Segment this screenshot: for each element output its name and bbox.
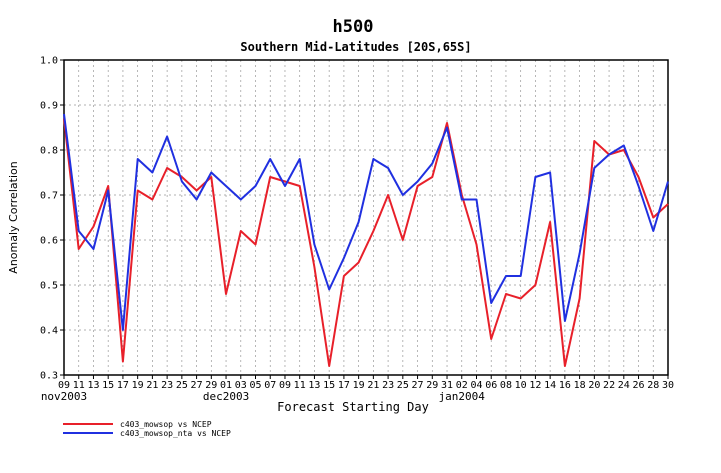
legend-label: c403_mowsop vs NCEP [120,420,212,429]
month-label: jan2004 [439,390,486,403]
x-tick-label: 29 [205,380,217,391]
y-axis-label: Anomaly Correlation [7,161,20,273]
y-axis-ticks: 0.3 0.4 0.5 0.6 0.7 0.8 0.9 1.0 [40,56,64,382]
grid-lines [64,60,668,375]
x-tick-label: 31 [441,380,453,391]
x-tick-label: 19 [353,380,365,391]
series-lines [63,113,669,367]
x-tick-label: 15 [102,380,114,391]
y-tick-label: 0.9 [40,101,58,112]
x-tick-label: 03 [235,380,247,391]
x-tick-label: 09 [279,380,291,391]
plot-frame [63,59,669,376]
x-tick-label: 14 [544,380,556,391]
y-tick-label: 0.5 [40,281,58,292]
x-tick-label: 23 [382,380,394,391]
x-tick-label: 15 [323,380,335,391]
x-tick-label: 05 [249,380,261,391]
y-tick-label: 0.3 [40,371,58,382]
x-tick-label: 27 [412,380,424,391]
x-tick-label: 17 [117,380,129,391]
x-tick-label: 01 [220,380,232,391]
x-tick-label: 10 [515,380,527,391]
y-tick-label: 0.8 [40,146,58,157]
x-tick-label: 09 [58,380,70,391]
x-axis-ticks: 09 11 13 15 17 19 21 23 25 27 29 01 03 05 07 09 11 13 15 17… [41,375,674,403]
x-tick-label: 29 [426,380,438,391]
x-tick-label: 30 [662,380,674,391]
x-tick-label: 13 [308,380,320,391]
x-tick-label: 12 [529,380,541,391]
x-tick-label: 22 [603,380,615,391]
x-tick-label: 18 [574,380,586,391]
x-tick-label: 20 [588,380,600,391]
x-tick-label: 26 [633,380,645,391]
chart-subtitle: Southern Mid-Latitudes [20S,65S] [240,40,471,54]
x-tick-label: 21 [367,380,379,391]
x-tick-label: 17 [338,380,350,391]
x-tick-label: 28 [647,380,659,391]
x-tick-label: 25 [176,380,188,391]
month-label: nov2003 [41,390,87,403]
y-tick-label: 0.4 [40,326,58,337]
series-line-1 [63,118,669,367]
month-label: dec2003 [203,390,249,403]
x-tick-label: 25 [397,380,409,391]
legend-label: c403_mowsop_nta vs NCEP [120,429,231,438]
x-tick-label: 07 [264,380,276,391]
y-tick-label: 0.7 [40,191,58,202]
x-tick-label: 21 [146,380,158,391]
y-tick-label: 1.0 [40,56,58,67]
x-tick-label: 27 [191,380,203,391]
y-tick-label: 0.6 [40,236,58,247]
chart-title: h500 [333,17,374,37]
x-tick-label: 16 [559,380,571,391]
x-tick-label: 23 [161,380,173,391]
x-tick-label: 11 [73,380,85,391]
x-tick-label: 06 [485,380,497,391]
x-tick-label: 24 [618,380,630,391]
x-tick-label: 02 [456,380,468,391]
x-tick-label: 19 [132,380,144,391]
x-tick-label: 04 [470,380,482,391]
series-line-2 [63,113,669,331]
x-tick-label: 11 [294,380,306,391]
x-axis-label: Forecast Starting Day [277,400,429,414]
x-tick-label: 08 [500,380,512,391]
x-tick-label: 13 [87,380,99,391]
